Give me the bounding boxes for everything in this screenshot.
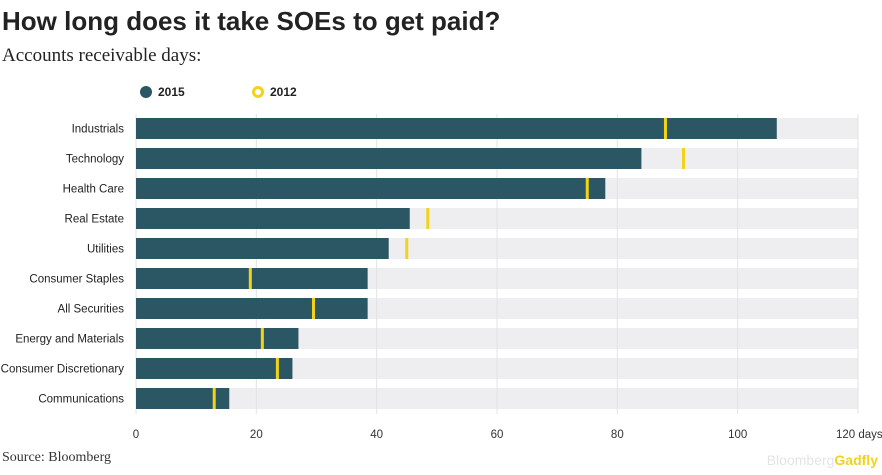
chart-title: How long does it take SOEs to get paid? [2, 6, 501, 36]
category-label: Communications [38, 394, 124, 406]
tick-2012 [311, 298, 315, 319]
legend-swatch-2015 [140, 86, 152, 98]
legend-swatch-2012 [252, 86, 264, 98]
tick-2012 [682, 148, 686, 169]
tick-2012 [260, 328, 264, 349]
tick-2012 [248, 268, 252, 289]
tick-2012 [275, 358, 279, 379]
x-tick-label: 0 [133, 429, 139, 441]
bar-2015 [136, 358, 293, 379]
category-label: Industrials [72, 124, 125, 136]
category-label: Energy and Materials [15, 334, 124, 346]
legend-label-2015: 2015 [158, 85, 185, 99]
category-label: All Securities [58, 304, 125, 316]
brand-part2: Gadfly [834, 452, 878, 468]
x-tick-label: 20 [250, 429, 263, 441]
category-label: Consumer Discretionary [1, 364, 125, 376]
tick-2012 [426, 208, 430, 229]
bar-2015 [136, 208, 410, 229]
x-tick-label: 100 [728, 429, 747, 441]
bar-2015 [136, 268, 368, 289]
category-label: Real Estate [65, 214, 124, 226]
source-note: Source: Bloomberg [2, 450, 112, 465]
legend-item-2012: 2012 [252, 85, 297, 99]
bar-2015 [136, 238, 389, 259]
bar-2015 [136, 298, 368, 319]
bar-2015 [136, 328, 299, 349]
legend-item-2015: 2015 [140, 85, 185, 99]
tick-2012 [663, 118, 667, 139]
bar-2015 [136, 178, 606, 199]
bar-2015 [136, 388, 230, 409]
category-label: Utilities [87, 244, 124, 256]
category-label: Health Care [63, 184, 124, 196]
tick-2012 [405, 238, 409, 259]
chart-subtitle: Accounts receivable days: [2, 45, 202, 66]
x-tick-label: 120 days [836, 429, 882, 441]
legend-label-2012: 2012 [270, 85, 297, 99]
category-label: Consumer Staples [29, 274, 124, 286]
tick-2012 [212, 388, 216, 409]
x-tick-label: 80 [611, 429, 624, 441]
bar-2015 [136, 148, 642, 169]
x-tick-label: 60 [491, 429, 504, 441]
tick-2012 [585, 178, 589, 199]
category-label: Technology [66, 154, 124, 166]
brand-part1: Bloomberg [766, 452, 835, 468]
x-tick-label: 40 [370, 429, 383, 441]
bar-2015 [136, 118, 777, 139]
brand-logo: BloombergGadfly [767, 452, 878, 468]
